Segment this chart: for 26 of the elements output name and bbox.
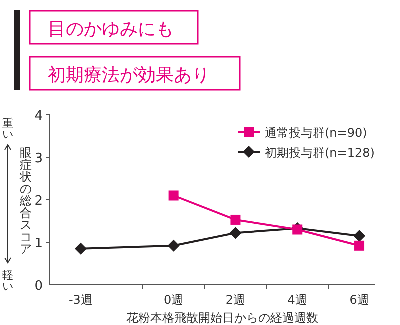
xtick-label: 6週 xyxy=(350,293,370,307)
point xyxy=(230,214,241,225)
ytick-label: 3 xyxy=(34,152,43,166)
point xyxy=(74,242,87,255)
title: 目のかゆみにも xyxy=(48,19,174,40)
annotation: 軽い xyxy=(2,269,14,293)
annotation: 重い xyxy=(2,117,14,141)
xtick-label: -3週 xyxy=(68,293,93,307)
ytick-label: 0 xyxy=(34,279,43,294)
point xyxy=(168,240,180,252)
ytick-label: 2 xyxy=(34,194,43,209)
point xyxy=(230,227,242,240)
legend-label: 初期投与群(n=128) xyxy=(265,146,375,160)
xtick-label: 4週 xyxy=(288,293,308,307)
ylabel: 眼症状の総合スコア xyxy=(20,146,32,256)
point xyxy=(168,190,179,201)
point xyxy=(354,240,365,251)
xtick-label: 2週 xyxy=(226,293,246,307)
xtick-label: 0週 xyxy=(164,293,184,307)
legend-label: 通常投与群(n=90) xyxy=(265,126,368,140)
point xyxy=(292,224,303,235)
ytick-label: 4 xyxy=(34,109,43,124)
subtitle: 初期療法が効果あり xyxy=(48,65,210,86)
ytick-label: 1 xyxy=(34,236,43,252)
point xyxy=(354,230,366,242)
xlabel: 花粉本格飛散開始日からの経過週数 xyxy=(126,311,318,325)
